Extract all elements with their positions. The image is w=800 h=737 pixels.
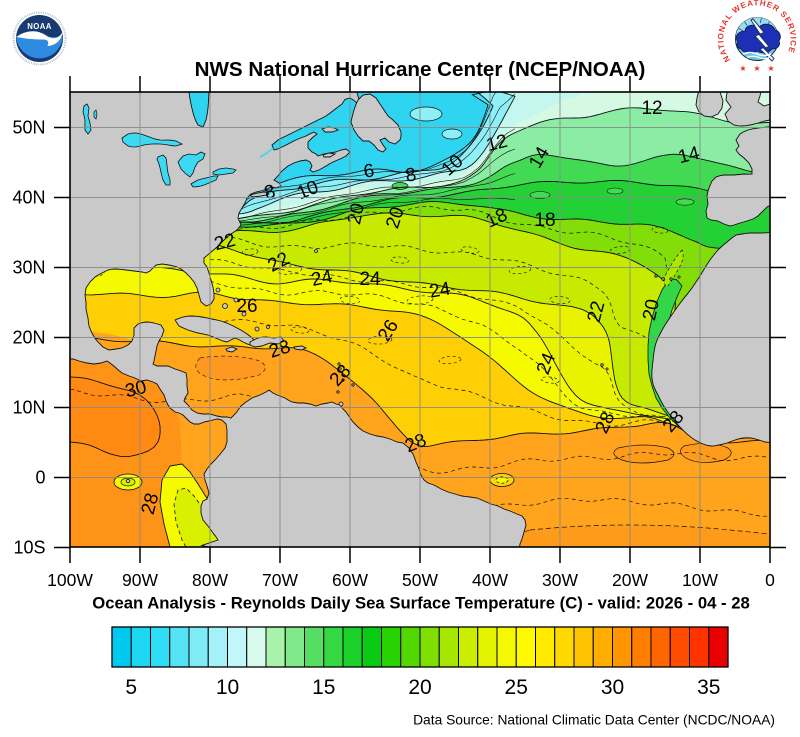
svg-text:12: 12 <box>641 98 662 119</box>
svg-text:10N: 10N <box>12 398 45 418</box>
svg-text:Data Source: National Climatic: Data Source: National Climatic Data Cent… <box>413 713 775 728</box>
svg-text:90W: 90W <box>122 570 158 590</box>
svg-text:8: 8 <box>404 164 418 187</box>
svg-text:8: 8 <box>262 181 277 204</box>
svg-text:80W: 80W <box>192 570 228 590</box>
svg-text:26: 26 <box>236 296 257 317</box>
svg-text:10S: 10S <box>13 538 45 558</box>
svg-text:22: 22 <box>212 230 238 255</box>
svg-text:50W: 50W <box>402 570 438 590</box>
svg-text:30N: 30N <box>12 258 45 278</box>
svg-text:30W: 30W <box>542 570 578 590</box>
svg-text:30: 30 <box>123 377 149 402</box>
svg-text:30: 30 <box>601 676 624 699</box>
svg-text:20: 20 <box>408 676 431 699</box>
svg-text:12: 12 <box>484 131 510 156</box>
svg-text:100W: 100W <box>47 570 93 590</box>
svg-text:24: 24 <box>428 278 453 302</box>
svg-text:20N: 20N <box>12 328 45 348</box>
svg-text:70W: 70W <box>262 570 298 590</box>
svg-text:0: 0 <box>765 570 775 590</box>
svg-text:35: 35 <box>697 676 720 699</box>
svg-text:10: 10 <box>216 676 239 699</box>
svg-text:24: 24 <box>309 266 334 291</box>
svg-text:NWS National Hurricane Center: NWS National Hurricane Center (NCEP/NOAA… <box>195 58 646 81</box>
svg-text:Ocean Analysis - Reynolds Dail: Ocean Analysis - Reynolds Daily Sea Surf… <box>92 594 750 613</box>
svg-text:★: ★ <box>767 64 774 73</box>
svg-text:25: 25 <box>505 676 528 699</box>
svg-text:50N: 50N <box>12 118 45 138</box>
svg-text:★: ★ <box>739 64 746 73</box>
svg-text:60W: 60W <box>332 570 368 590</box>
svg-text:40W: 40W <box>472 570 508 590</box>
svg-text:24: 24 <box>359 269 381 290</box>
svg-text:6: 6 <box>362 160 375 182</box>
svg-text:20W: 20W <box>612 570 648 590</box>
svg-text:20: 20 <box>344 201 369 226</box>
svg-text:0: 0 <box>35 468 45 488</box>
svg-text:NOAA: NOAA <box>27 22 52 31</box>
svg-text:★: ★ <box>753 64 760 73</box>
svg-text:40N: 40N <box>12 188 45 208</box>
svg-text:5: 5 <box>125 676 137 699</box>
svg-text:15: 15 <box>312 676 335 699</box>
svg-text:18: 18 <box>534 210 555 231</box>
svg-text:10W: 10W <box>682 570 718 590</box>
svg-text:20: 20 <box>639 297 664 322</box>
